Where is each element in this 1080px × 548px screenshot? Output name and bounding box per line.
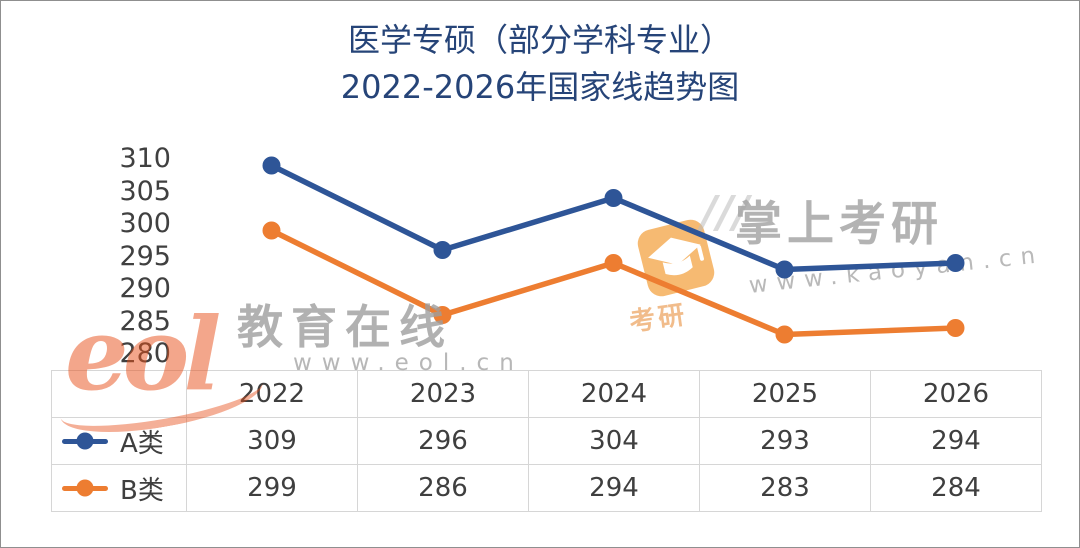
y-axis-tick: 305 <box>119 176 171 207</box>
y-axis-tick: 285 <box>119 306 171 337</box>
table-cell: 284 <box>871 465 1042 512</box>
watermark-kaoyan-name: 掌上考研 <box>735 197 943 252</box>
y-axis-tick: 290 <box>119 273 171 304</box>
table-cell: 304 <box>529 418 700 465</box>
y-axis-tick: 280 <box>119 338 171 369</box>
table-cell: 296 <box>358 418 529 465</box>
watermark-kaoyan-url: www.kaoyan.cn <box>747 242 1046 299</box>
chart-title-line-2: 2022-2026年国家线趋势图 <box>340 68 740 106</box>
series-a-line-marker <box>62 438 108 444</box>
watermark-eol-name: 教育在线 <box>237 300 453 354</box>
watermark-kaoyan-badge: 考研 <box>627 300 690 338</box>
y-axis-tick: 300 <box>119 208 171 239</box>
watermark-kaoyan-slashes: /// <box>701 187 750 238</box>
data-table: 2022 2023 2024 2025 2026 A类 309 296 304 … <box>51 370 1042 512</box>
table-cell: 309 <box>187 418 358 465</box>
table-header-cell: 2023 <box>358 371 529 418</box>
legend-cell-series-b: B类 <box>52 465 187 512</box>
table-header-cell: 2025 <box>700 371 871 418</box>
table-cell: 294 <box>871 418 1042 465</box>
table-header-cell: 2026 <box>871 371 1042 418</box>
graduation-cap-icon <box>637 219 715 297</box>
table-cell: 283 <box>700 465 871 512</box>
table-corner-cell <box>52 371 187 418</box>
table-cell: 294 <box>529 465 700 512</box>
series-b-label: B类 <box>120 475 164 506</box>
series-b-line-marker <box>62 485 108 491</box>
table-header-cell: 2022 <box>187 371 358 418</box>
table-cell: 299 <box>187 465 358 512</box>
y-axis-tick: 295 <box>119 241 171 272</box>
legend-cell-series-a: A类 <box>52 418 187 465</box>
y-axis-tick: 310 <box>119 143 171 174</box>
table-header-cell: 2024 <box>529 371 700 418</box>
chart-title-line-1: 医学专硕（部分学科专业） <box>347 21 732 59</box>
chart-title: 医学专硕（部分学科专业） 2022-2026年国家线趋势图 <box>1 17 1079 111</box>
table-cell: 286 <box>358 465 529 512</box>
series-a-label: A类 <box>120 428 164 459</box>
table-cell: 293 <box>700 418 871 465</box>
